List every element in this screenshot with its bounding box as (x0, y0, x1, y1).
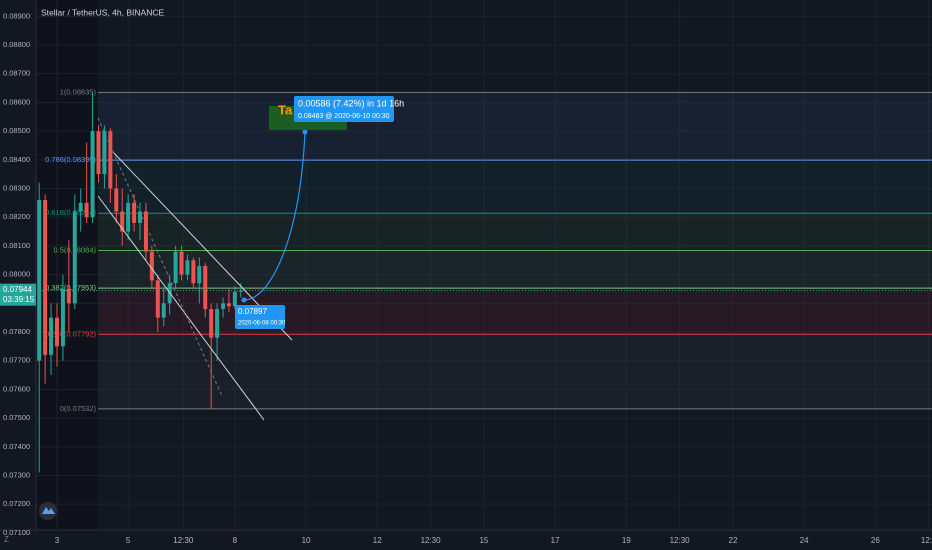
fib-band (98, 92, 932, 161)
x-tick-label: 12:30 (173, 536, 194, 545)
time-axis (0, 530, 932, 550)
y-tick-label: 0.08300 (3, 184, 30, 193)
candle-body (78, 202, 83, 212)
projection-title: 0.00586 (7.42%) in 1d 16h (298, 98, 404, 108)
y-tick-label: 0.07300 (3, 470, 30, 479)
x-tick-label: 26 (871, 536, 880, 545)
x-tick-label: 10 (302, 536, 311, 545)
y-tick-label: 0.07600 (3, 384, 30, 393)
candle-body (173, 251, 178, 284)
candle-body (215, 309, 220, 338)
fib-label: 0.786(0.08399) (45, 155, 96, 164)
y-tick-label: 0.08800 (3, 40, 30, 49)
candle-body (226, 303, 231, 307)
fib-band (98, 250, 932, 289)
candle-body (43, 200, 48, 355)
target-text: Ta (278, 102, 293, 117)
trend-dash (97, 117, 223, 397)
fib-band (98, 334, 932, 409)
y-tick-label: 0.08600 (3, 97, 30, 106)
candle-body (161, 303, 166, 318)
x-tick-label: 5 (126, 536, 131, 545)
candle-body (49, 317, 54, 355)
candle-body (203, 266, 208, 310)
fib-label: 0.618(0.08214) (45, 208, 96, 217)
fib-label: 0(0.07532) (60, 404, 97, 413)
x-tick-label: 12:30 (421, 536, 442, 545)
x-tick-label: 15 (479, 536, 488, 545)
projection-end (302, 129, 308, 135)
y-tick-label: 0.08700 (3, 69, 30, 78)
x-tick-label: 8 (233, 536, 238, 545)
candle-body (108, 131, 113, 189)
candle-body (96, 131, 101, 175)
fib-band (98, 160, 932, 214)
candle-body (143, 211, 148, 252)
x-tick-label: 12 (373, 536, 382, 545)
candle-body (221, 303, 226, 310)
candle-body (84, 202, 89, 218)
y-tick-label: 0.08900 (3, 11, 30, 20)
candle-body (90, 131, 95, 218)
candle-body (179, 251, 184, 275)
candle-body (138, 211, 143, 223)
y-tick-label: 0.08400 (3, 155, 30, 164)
candle-body (102, 131, 107, 175)
x-tick-label: 24 (800, 536, 809, 545)
start-price: 0.07897 (238, 307, 267, 316)
fib-label: 1(0.08635) (60, 87, 97, 96)
last-price-tag (0, 283, 36, 306)
x-tick-label: 12:30 (670, 536, 691, 545)
last-price-text: 0.07944 (3, 285, 32, 294)
projection-label (294, 96, 394, 122)
timezone-icon[interactable]: Z (4, 535, 9, 544)
candle-body (155, 280, 160, 318)
y-tick-label: 0.08200 (3, 212, 30, 221)
candle-body (197, 266, 202, 284)
candle-body (54, 317, 59, 347)
candle-body (72, 211, 77, 304)
x-tick-label: 12:3 (921, 536, 932, 545)
projection-start (241, 297, 247, 303)
projection-detail: 0.08483 @ 2020-06-10 00:30 (298, 113, 390, 120)
fib-label: 0.236(0.07792) (45, 329, 96, 338)
y-tick-label: 0.07200 (3, 499, 30, 508)
candle-body (120, 211, 125, 232)
x-tick-label: 3 (55, 536, 60, 545)
chart-title: Stellar / TetherUS, 4h, BINANCE (41, 7, 164, 17)
y-tick-label: 0.07800 (3, 327, 30, 336)
y-tick-label: 0.08000 (3, 270, 30, 279)
countdown-text: 03:39:15 (3, 295, 35, 304)
candle-body (126, 202, 131, 232)
start-label (235, 305, 285, 329)
x-tick-label: 22 (729, 536, 738, 545)
y-tick-label: 0.08500 (3, 126, 30, 135)
candle-body (66, 288, 71, 304)
candle-body (191, 260, 196, 284)
candle-body (232, 291, 237, 307)
candle-body (149, 251, 154, 281)
candle-body (132, 202, 137, 223)
candle-body (238, 290, 243, 292)
price-axis (0, 0, 36, 530)
y-tick-label: 0.07500 (3, 413, 30, 422)
y-tick-label: 0.07700 (3, 356, 30, 365)
candle-body (60, 288, 65, 347)
channel-bottom (97, 195, 265, 421)
candle-body (37, 200, 42, 361)
x-tick-label: 19 (622, 536, 631, 545)
candle-body (209, 309, 214, 338)
candle-body (185, 260, 190, 275)
projection-curve (243, 131, 306, 301)
y-tick-label: 0.08100 (3, 241, 30, 250)
logo-icon (42, 507, 55, 514)
fib-label: 0.382(0.07953) (45, 283, 96, 292)
y-tick-label: 0.07100 (3, 528, 30, 537)
y-tick-label: 0.07400 (3, 442, 30, 451)
start-date: 2020-06-08 00:30 (238, 321, 286, 327)
x-tick-label: 17 (551, 536, 560, 545)
candle-body (114, 188, 119, 212)
fib-band (98, 213, 932, 251)
